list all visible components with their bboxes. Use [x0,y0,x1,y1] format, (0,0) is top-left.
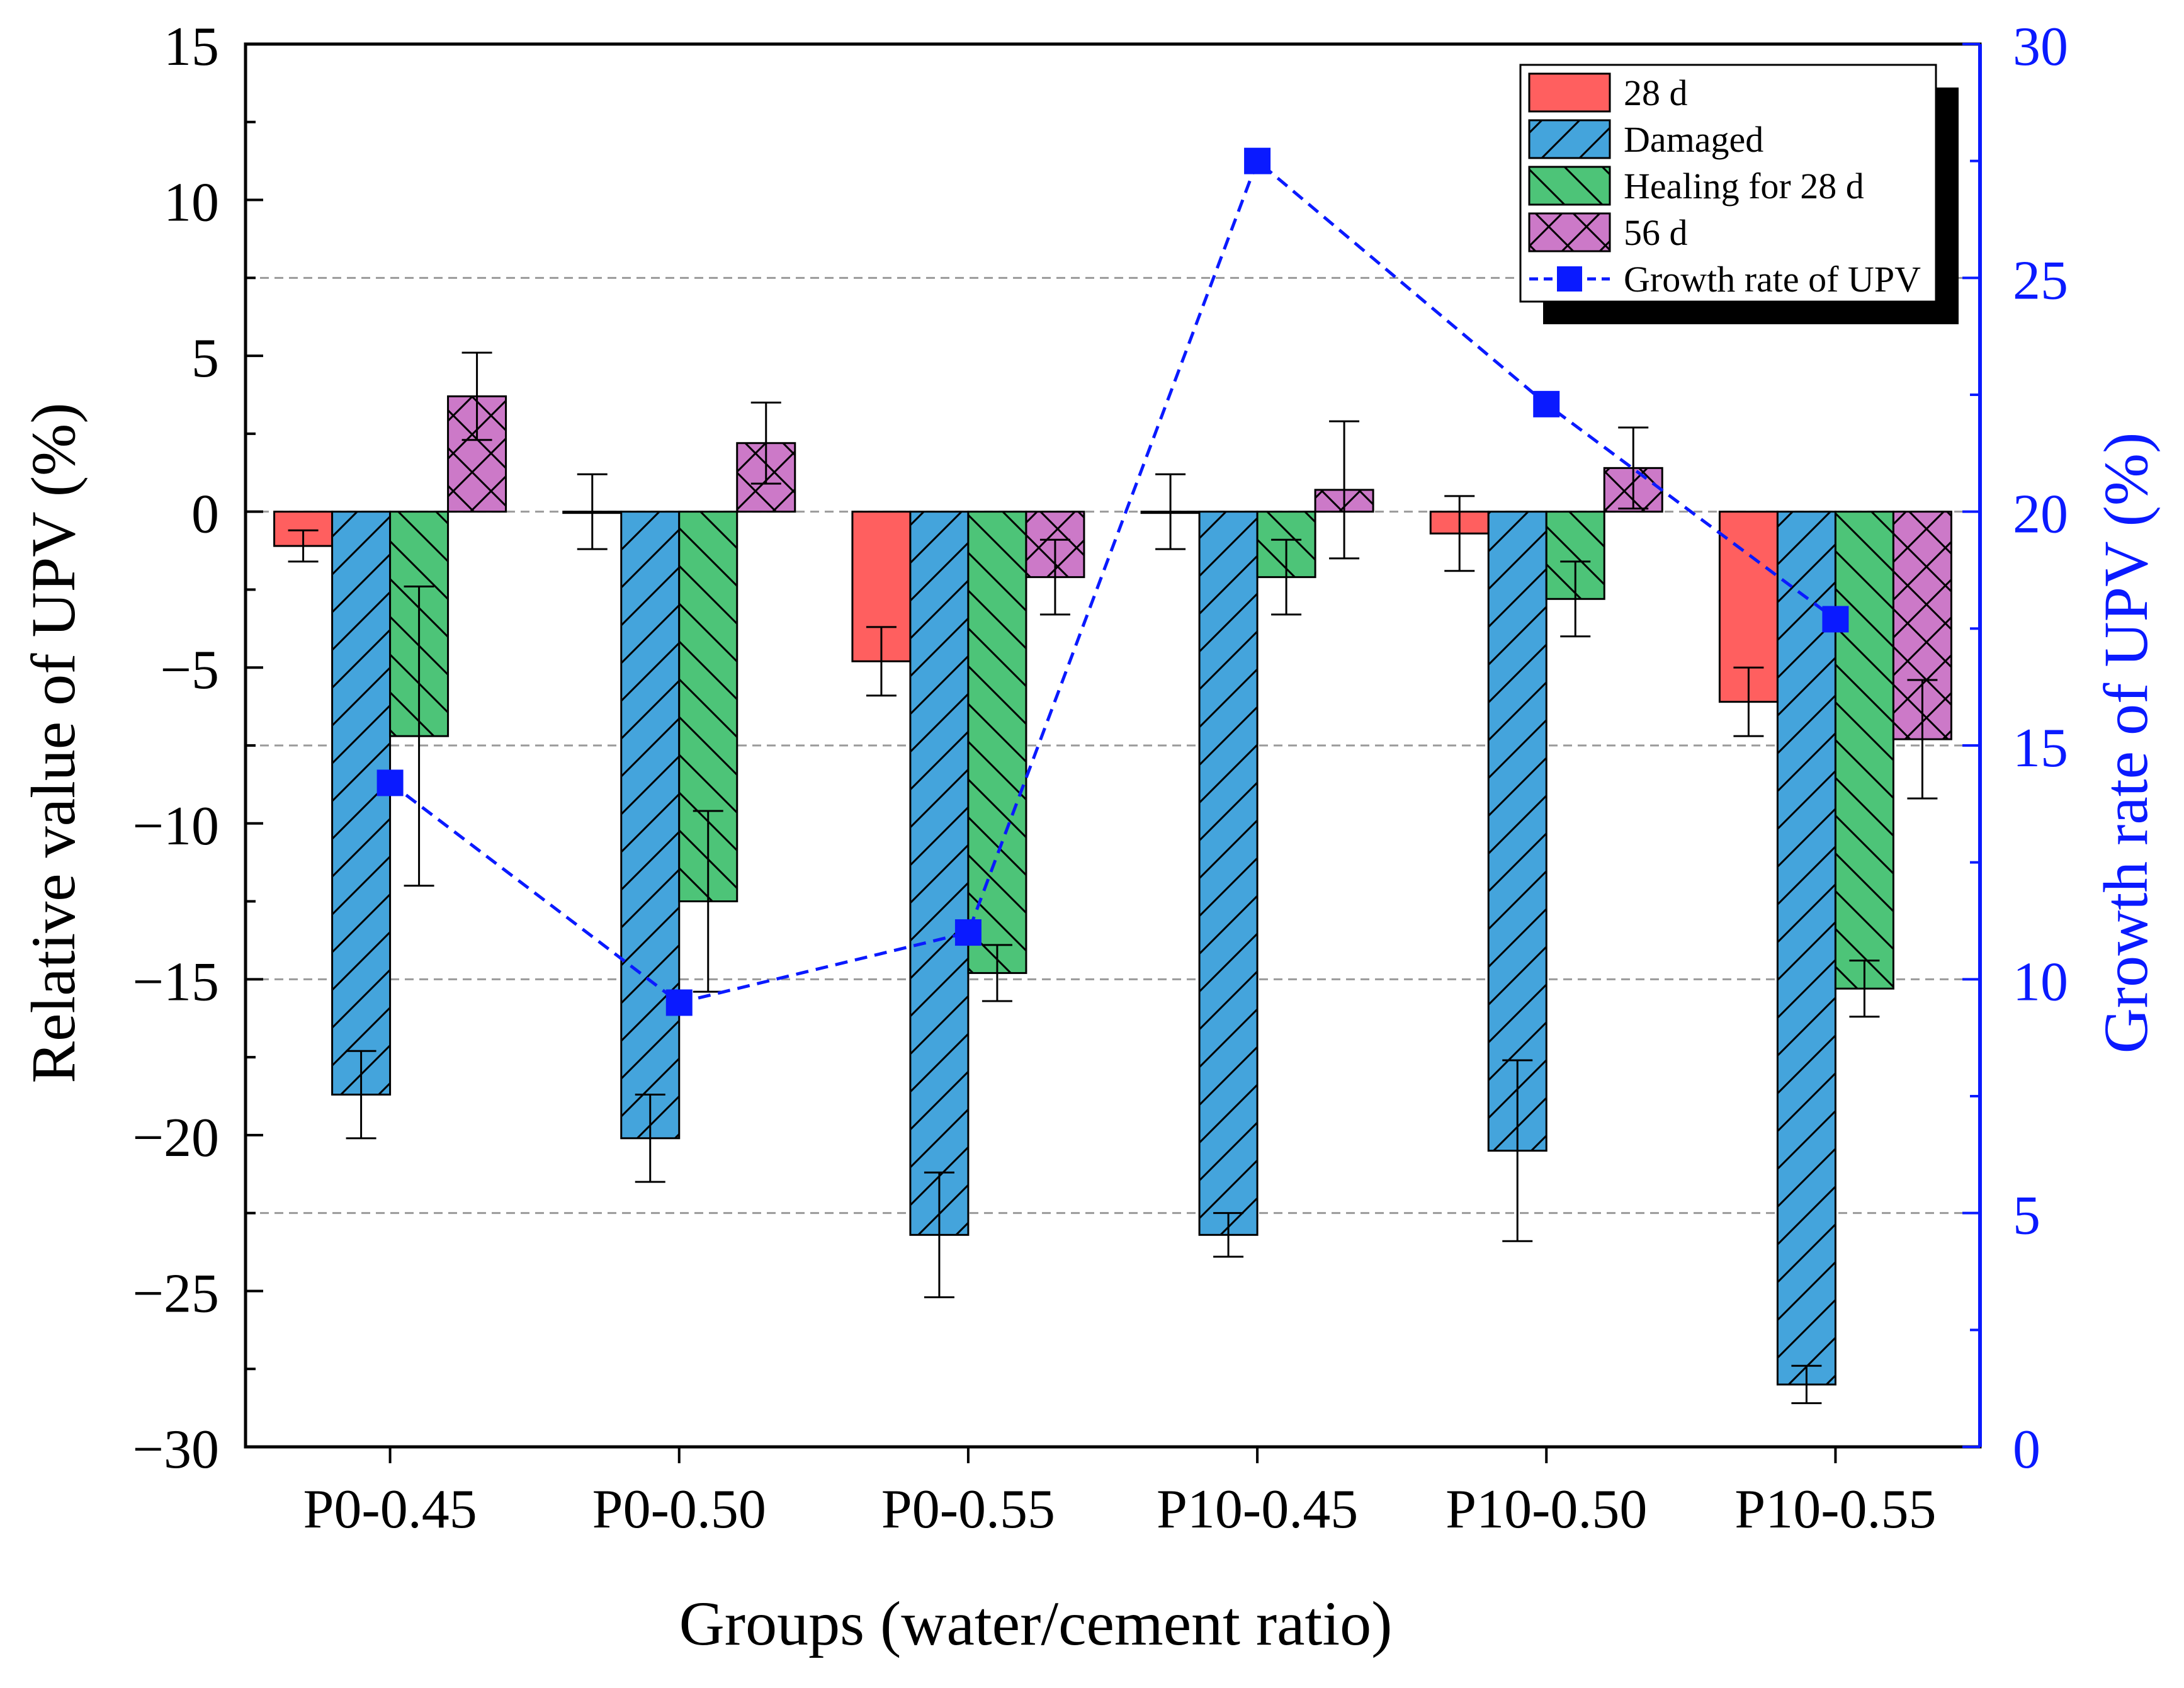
legend-label: 28 d [1624,72,1688,113]
legend-label: Healing for 28 d [1624,166,1864,207]
error-bar [866,626,897,697]
error-bar [1271,538,1302,616]
bar-hatch [1835,511,1894,989]
error-bar [1618,426,1649,510]
x-tick-label: P10-0.50 [1446,1479,1647,1540]
y-tick-label: 10 [164,173,219,234]
y2-tick-label: 25 [2013,250,2068,311]
error-bar [1791,1364,1822,1405]
error-bar [1213,1212,1244,1258]
error-bar [346,1050,376,1140]
error-bar [982,944,1012,1002]
x-tick-label: P0-0.45 [303,1479,477,1540]
bar-hatch [1199,511,1258,1235]
legend-label: Growth rate of UPV [1624,259,1921,300]
x-tick-label: P0-0.50 [592,1479,766,1540]
bar-hatch [621,511,679,1138]
error-bar [1155,473,1186,550]
y-tick-label: −25 [132,1263,219,1324]
error-bar [635,1094,665,1183]
error-bar [1039,538,1070,616]
error-bar [1502,1059,1533,1242]
error-bar [577,473,608,550]
error-bar [1560,560,1591,638]
y2-tick-label: 20 [2013,484,2068,545]
growth-rate-marker [1244,147,1271,174]
y-tick-label: −30 [132,1419,219,1480]
y2-tick-label: 5 [2013,1186,2040,1247]
error-bar [1329,420,1360,560]
y-tick-label: 0 [191,484,219,545]
y-tick-label: −20 [132,1107,219,1169]
growth-rate-marker [376,769,404,796]
legend-swatch [1528,72,1611,113]
growth-rate-marker [954,919,982,946]
growth-rate-marker [1533,390,1560,417]
x-tick-label: P0-0.55 [881,1479,1055,1540]
error-bar [1733,666,1764,737]
error-bar [750,401,781,485]
y-tick-label: −15 [132,951,219,1012]
y2-tick-label: 10 [2013,951,2068,1012]
y2-axis-title: Growth rate of UPV (%) [2091,433,2161,1054]
error-bar [1849,960,1880,1018]
bar-hatch [910,511,968,1235]
legend-label: Damaged [1624,119,1763,160]
bar-hatch [968,511,1026,973]
y2-tick-label: 15 [2013,718,2068,779]
error-bar [924,1171,954,1298]
x-axis-title: Groups (water/cement ratio) [679,1589,1393,1658]
growth-rate-line [389,158,1836,1005]
y-tick-label: −5 [160,640,219,701]
bar-hatch [1777,511,1836,1385]
error-bar [288,529,319,563]
x-tick-label: P10-0.55 [1734,1479,1936,1540]
y-tick-label: 5 [191,328,219,389]
growth-rate-marker [665,989,693,1016]
legend-swatch-hatch [1529,120,1610,158]
legend-marker-swatch [1557,266,1582,292]
legend-label: 56 d [1624,212,1688,253]
y-tick-label: −10 [132,796,219,857]
y-tick-label: 15 [164,16,219,77]
bar-hatch [1488,511,1547,1151]
growth-rate-marker [1822,606,1849,633]
legend-swatch-hatch [1529,167,1610,205]
error-bar [1907,679,1938,800]
error-bar [1444,495,1475,572]
y2-tick-label: 30 [2013,16,2068,77]
legend-swatch-hatch [1529,213,1610,251]
x-tick-label: P10-0.45 [1157,1479,1358,1540]
error-bar [461,351,492,441]
y2-tick-label: 0 [2013,1419,2040,1480]
y-axis-title: Relative value of UPV (%) [18,402,88,1083]
error-bar [404,585,434,887]
bar-hatch [332,511,390,1095]
